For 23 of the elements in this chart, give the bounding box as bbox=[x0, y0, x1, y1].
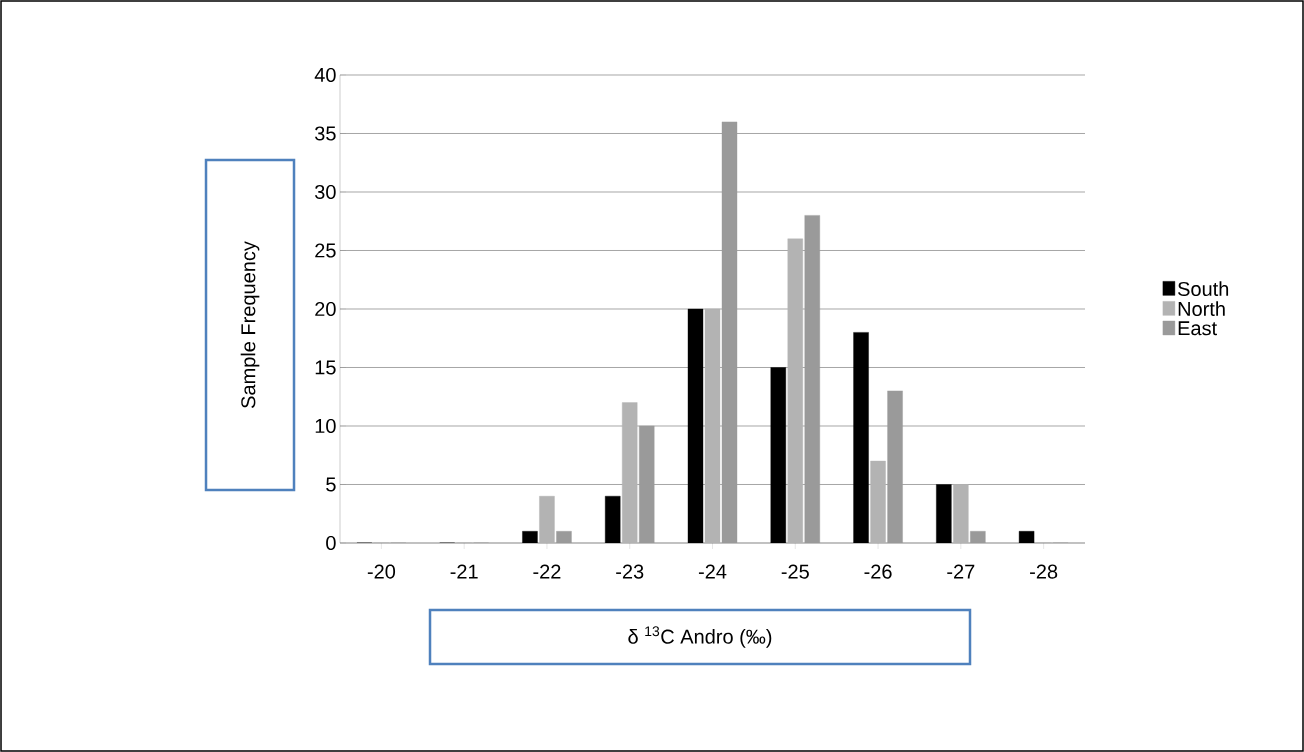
y-tick-label: 35 bbox=[315, 126, 336, 141]
x-axis-title: δ $^{13}$C Andro (‰) bbox=[628, 626, 772, 648]
x-tick-label: -23 bbox=[616, 564, 644, 579]
y-tick-label: 25 bbox=[315, 243, 336, 258]
x-tick-label: -26 bbox=[864, 564, 892, 579]
legend-label: North bbox=[1178, 301, 1225, 317]
y-tick-label: 0 bbox=[326, 535, 336, 551]
y-tick-label: 20 bbox=[315, 301, 336, 317]
x-tick-label: -22 bbox=[533, 564, 561, 579]
x-tick-label: -28 bbox=[1030, 564, 1058, 579]
y-tick-label: 15 bbox=[315, 360, 336, 375]
x-tick-label: -27 bbox=[947, 564, 975, 579]
x-tick-label: -25 bbox=[781, 564, 809, 579]
legend-label: East bbox=[1178, 321, 1217, 336]
legend-label: South bbox=[1178, 281, 1229, 297]
x-tick-label: -24 bbox=[698, 564, 727, 579]
y-axis-title: Sample Frequency bbox=[240, 241, 260, 409]
y-tick-label: 10 bbox=[315, 418, 336, 434]
y-tick-label: 5 bbox=[326, 477, 336, 492]
x-tick-label: -20 bbox=[367, 564, 396, 579]
x-tick-label: -21 bbox=[450, 564, 478, 579]
y-tick-label: 40 bbox=[314, 67, 336, 83]
y-tick-label: 30 bbox=[315, 184, 336, 200]
